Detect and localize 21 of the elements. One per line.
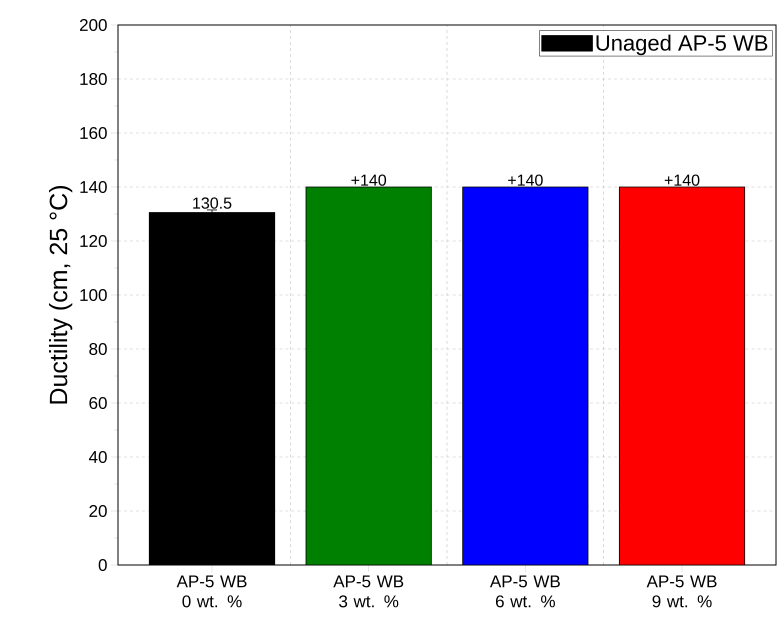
y-tick-label: 140 [80, 180, 107, 194]
x-tick-label: AP-5 WB 0 wt. % [176, 576, 247, 608]
data-label: 130.5 [193, 197, 232, 209]
y-tick-label: 60 [89, 396, 107, 410]
x-tick-label: AP-5 WB 6 wt. % [490, 576, 560, 608]
y-tick-label: 80 [89, 342, 107, 356]
y-tick-label: 20 [89, 504, 107, 518]
y-tick-label: 200 [80, 18, 107, 32]
data-label: +140 [664, 174, 700, 186]
legend-label: Unaged AP-5 WB [596, 34, 768, 56]
data-label: +140 [351, 174, 386, 186]
y-axis-title: Ductility (cm, 25 °C) [48, 186, 72, 404]
y-tick-label: 100 [80, 288, 107, 302]
data-label: +140 [508, 174, 543, 186]
y-tick-label: 40 [88, 450, 107, 464]
y-tick-label: 0 [98, 558, 107, 572]
y-tick-label: 160 [80, 126, 107, 140]
x-tick-label: AP-5 WB 9 wt. % [646, 576, 717, 608]
x-tick-label: AP-5 WB 3 wt. % [333, 576, 404, 608]
y-tick-label: 120 [80, 234, 107, 248]
y-tick-label: 180 [80, 72, 107, 86]
